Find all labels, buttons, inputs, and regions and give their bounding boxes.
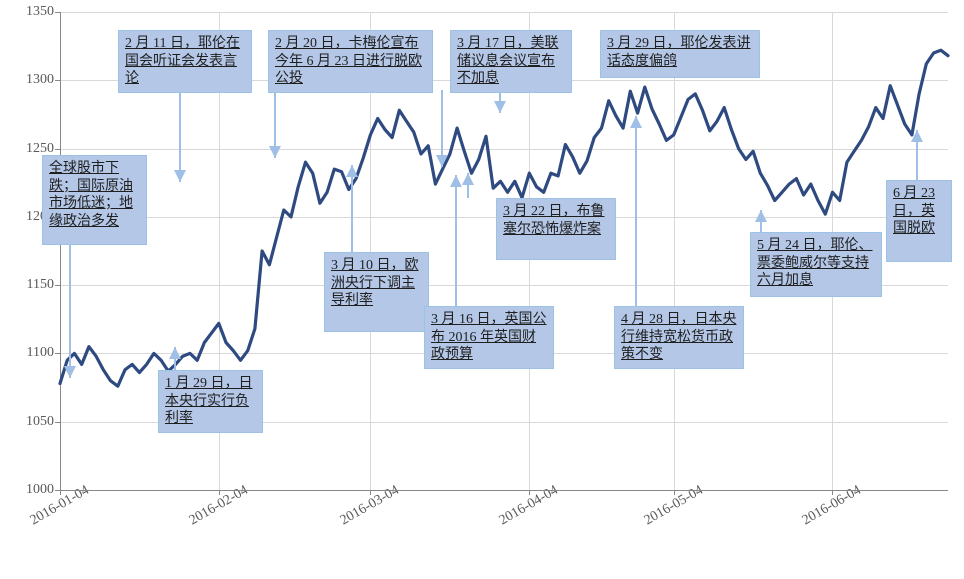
annotation-arrow-head <box>450 175 462 187</box>
annotation-arrow-head <box>494 101 506 113</box>
annotation-arrow-head <box>462 173 474 185</box>
annotation-arrow-stem <box>635 116 637 306</box>
annotation-arrow-stem <box>455 175 457 306</box>
annotation-box: 2 月 20 日，卡梅伦宣布今年 6 月 23 日进行脱欧公投 <box>268 30 433 93</box>
annotation-box: 3 月 17 日，美联储议息会议宣布不加息 <box>450 30 572 93</box>
annotation-box: 3 月 22 日，布鲁塞尔恐怖爆炸案 <box>496 198 616 260</box>
annotation-arrow-head <box>346 165 358 177</box>
annotation-box: 2 月 11 日，耶伦在国会听证会发表言论 <box>118 30 252 93</box>
annotation-arrow-head <box>169 347 181 359</box>
annotation-arrow-head <box>269 146 281 158</box>
y-tick-label: 1150 <box>27 277 54 293</box>
annotation-arrow-head <box>174 170 186 182</box>
annotation-box: 3 月 29 日，耶伦发表讲话态度偏鸽 <box>600 30 760 78</box>
annotation-arrow-head <box>436 155 448 167</box>
y-tick-label: 1350 <box>26 4 54 20</box>
x-axis-line <box>60 490 948 491</box>
annotation-box: 4 月 28 日，日本央行维持宽松货币政策不变 <box>614 306 744 369</box>
annotation-arrow-head <box>630 116 642 128</box>
y-tick-label: 1300 <box>26 72 54 88</box>
annotation-arrow-stem <box>69 245 71 378</box>
y-tick-label: 1000 <box>26 482 54 498</box>
annotation-arrow-head <box>64 366 76 378</box>
annotation-arrow-head <box>911 130 923 142</box>
annotated-line-chart: 100010501100115012001250130013502016-01-… <box>0 0 964 579</box>
annotation-box: 全球股市下跌；国际原油市场低迷；地缘政治多发 <box>42 155 147 245</box>
y-tick-label: 1050 <box>26 414 54 430</box>
annotation-arrow-head <box>755 210 767 222</box>
annotation-box: 5 月 24 日，耶伦、票委鲍威尔等支持六月加息 <box>750 232 882 297</box>
annotation-box: 1 月 29 日，日本央行实行负利率 <box>158 370 263 433</box>
annotation-arrow-stem <box>179 90 181 182</box>
annotation-box: 3 月 16 日，英国公布 2016 年英国财政预算 <box>424 306 554 369</box>
annotation-arrow-stem <box>351 165 353 252</box>
annotation-box: 3 月 10 日，欧洲央行下调主导利率 <box>324 252 429 332</box>
annotation-box: 6 月 23 日，英国脱欧 <box>886 180 952 262</box>
y-tick-label: 1100 <box>27 345 54 361</box>
